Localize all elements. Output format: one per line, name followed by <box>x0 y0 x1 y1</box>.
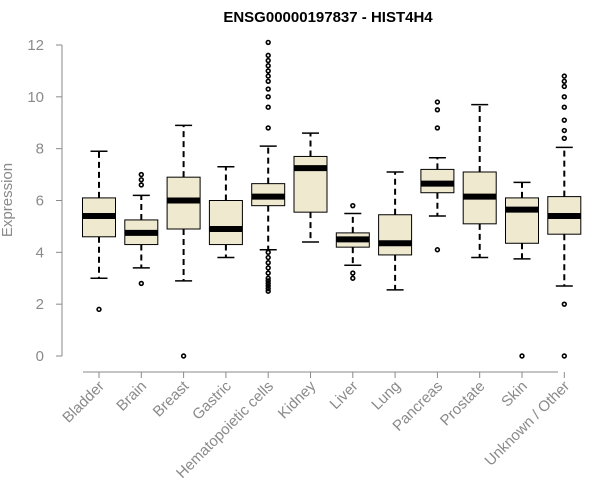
outlier-point <box>561 83 567 90</box>
outlier-point <box>265 270 271 276</box>
y-tick-label: 6 <box>36 193 44 210</box>
outlier-point <box>265 254 271 261</box>
outlier-point <box>265 288 271 294</box>
outlier-point <box>265 52 271 59</box>
outlier-point <box>265 63 271 69</box>
outlier-point <box>138 171 145 178</box>
iqr-box <box>378 214 413 256</box>
box-group <box>547 73 582 359</box>
box-group <box>505 181 539 359</box>
outlier-point <box>561 78 567 84</box>
box-group <box>251 39 286 294</box>
x-tick-label: Bladder <box>59 378 108 427</box>
outlier-point <box>561 104 567 110</box>
outlier-point <box>265 104 271 110</box>
outlier-point <box>138 280 145 287</box>
outlier-point <box>561 117 567 123</box>
outlier-point <box>434 247 441 253</box>
box-group <box>462 103 497 259</box>
y-tick-label: 2 <box>36 296 44 313</box>
iqr-box <box>505 197 539 244</box>
box-group <box>208 166 243 259</box>
outlier-point <box>96 306 102 313</box>
x-tick-label: Liver <box>327 378 362 413</box>
outlier-point <box>265 78 271 84</box>
x-tick-label: Breast <box>150 377 193 420</box>
y-ticks: 0 2 4 6 8 10 12 <box>27 37 62 365</box>
outlier-point <box>434 107 441 113</box>
outlier-point <box>138 177 145 183</box>
outlier-point <box>434 125 441 131</box>
outlier-point <box>265 249 271 256</box>
box-group <box>293 132 328 243</box>
outlier-point <box>350 270 356 276</box>
boxes <box>82 39 582 359</box>
y-axis-label: Expression <box>0 163 16 237</box>
box-group <box>124 171 159 287</box>
outlier-point <box>561 73 567 79</box>
outlier-point <box>350 275 356 281</box>
outlier-point <box>265 275 271 281</box>
outlier-point <box>265 283 271 289</box>
outlier-point <box>561 94 567 100</box>
x-tick-label: Kidney <box>275 377 320 422</box>
box-group <box>166 124 201 359</box>
outlier-point <box>519 353 525 359</box>
outlier-point <box>265 285 271 292</box>
outlier-point <box>265 39 271 46</box>
box-group <box>335 202 370 281</box>
box-group <box>420 99 455 253</box>
outlier-point <box>350 202 356 209</box>
y-tick-label: 8 <box>36 141 44 158</box>
outlier-point <box>180 353 187 359</box>
iqr-box <box>293 155 328 213</box>
outlier-point <box>561 353 567 359</box>
outlier-point <box>265 265 271 271</box>
x-tick-label: Skin <box>498 378 531 411</box>
outlier-point <box>561 135 567 142</box>
outlier-point <box>561 127 567 134</box>
box-group <box>82 150 116 313</box>
chart-title: ENSG00000197837 - HIST4H4 <box>223 9 433 26</box>
y-tick-label: 0 <box>36 348 44 365</box>
x-tick-label: Prostate <box>437 378 489 430</box>
box-group <box>378 171 413 291</box>
y-tick-label: 4 <box>36 244 44 261</box>
outlier-point <box>265 57 271 64</box>
outlier-point <box>265 125 271 131</box>
x-tick-label: Lung <box>368 378 404 414</box>
outlier-point <box>265 68 271 74</box>
outlier-point <box>265 280 271 287</box>
outlier-point <box>265 260 271 266</box>
outlier-point <box>265 86 271 92</box>
outlier-point <box>561 301 567 307</box>
x-tick-label: Brain <box>113 378 150 415</box>
outlier-point <box>434 99 441 105</box>
outlier-point <box>265 278 271 284</box>
outlier-point <box>265 73 271 79</box>
y-tick-label: 12 <box>27 37 44 54</box>
iqr-box <box>208 200 243 246</box>
y-tick-label: 10 <box>27 89 44 106</box>
outlier-point <box>138 182 145 188</box>
outlier-point <box>265 94 271 100</box>
